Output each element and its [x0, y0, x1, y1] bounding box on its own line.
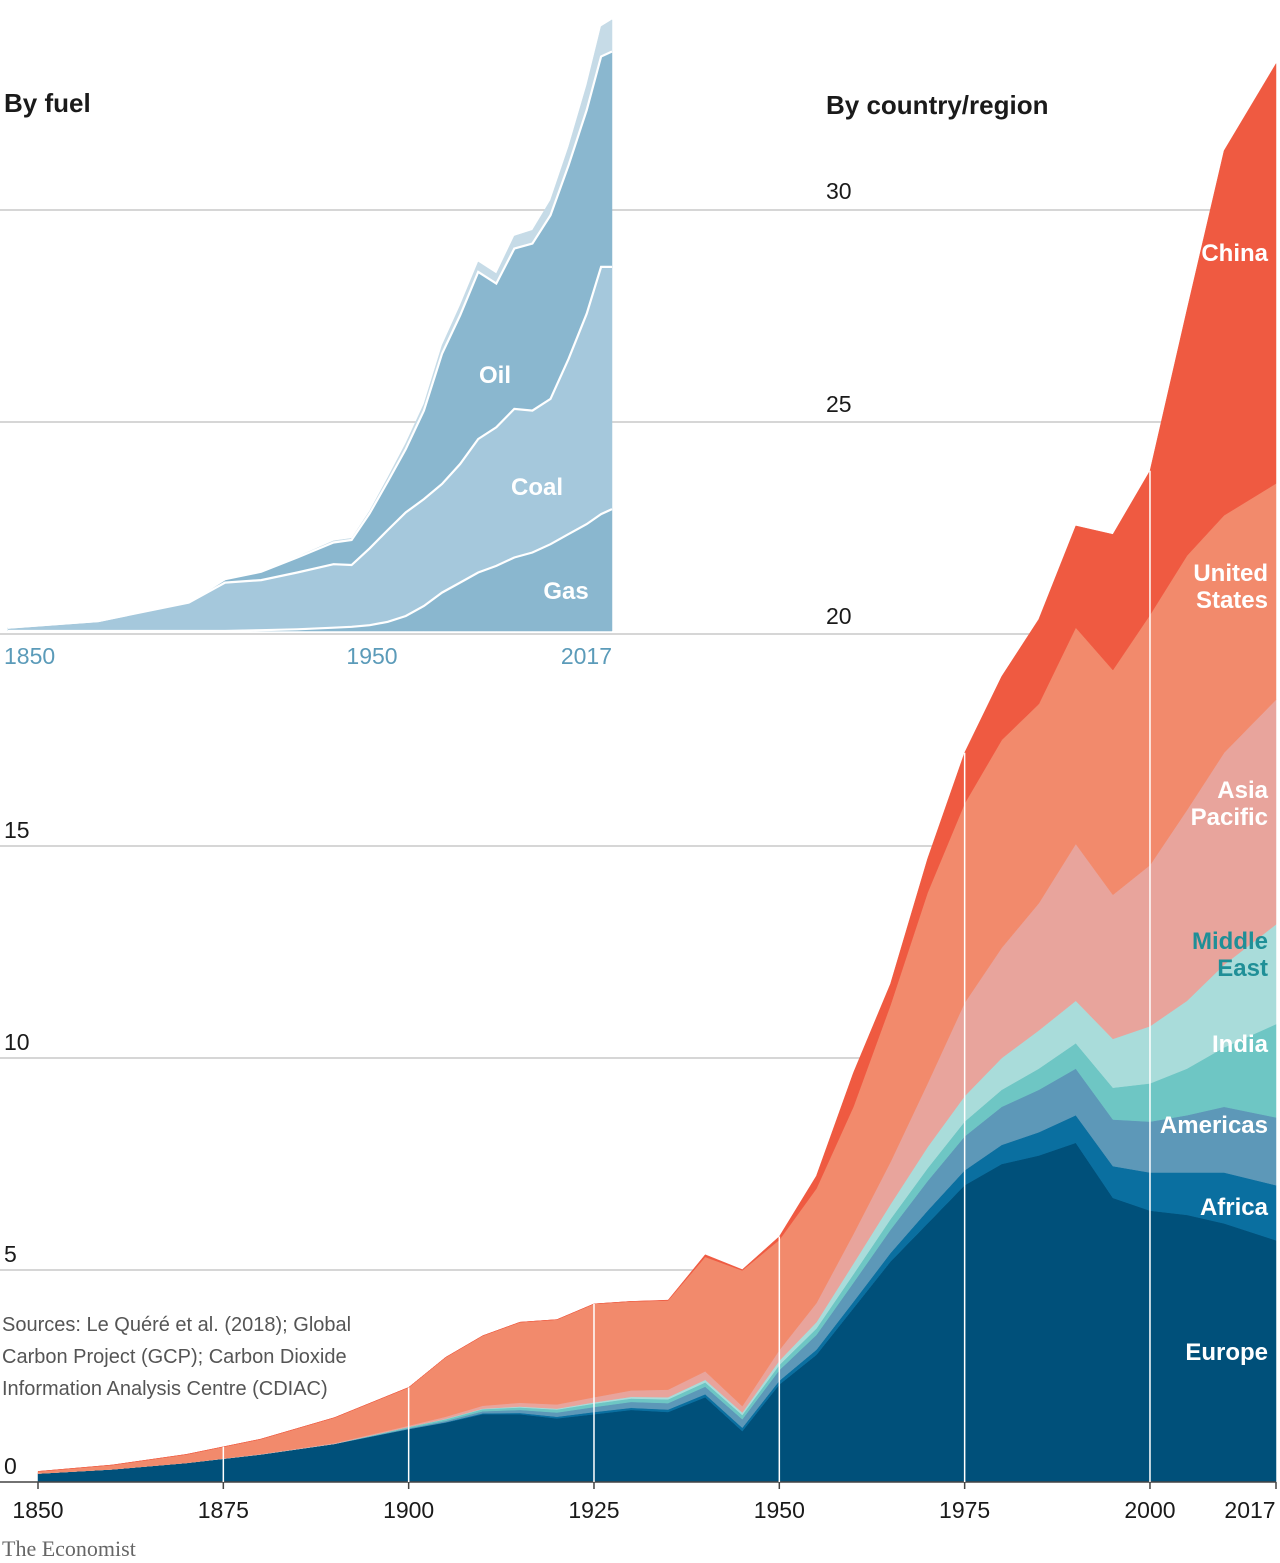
inset-chart-title: By fuel — [4, 88, 91, 118]
y-tick-5: 5 — [4, 1241, 17, 1267]
y-tick-10: 10 — [4, 1029, 30, 1055]
main-x-axis: 1850 1875 1900 1925 1950 1975 2000 2017 — [12, 1482, 1277, 1523]
label-india: India — [1212, 1031, 1269, 1058]
label-africa: Africa — [1200, 1194, 1269, 1221]
main-stacked-areas — [0, 62, 1277, 1483]
inset-stacked-areas — [7, 19, 613, 632]
inset-x-tick-1850: 1850 — [4, 643, 55, 669]
inset-label-coal: Coal — [511, 474, 563, 501]
x-tick-2000: 2000 — [1124, 1497, 1175, 1523]
inset-boundary-gas — [8, 508, 613, 633]
x-tick-1875: 1875 — [198, 1497, 249, 1523]
label-middle-east: Middle East — [1192, 928, 1268, 982]
inset-label-oil: Oil — [479, 362, 511, 389]
y-tick-15: 15 — [4, 817, 30, 843]
main-y-axis: 0 5 10 15 20 25 30 — [4, 178, 852, 1479]
x-tick-1850: 1850 — [12, 1497, 63, 1523]
source-line-1: Sources: Le Quéré et al. (2018); Global — [2, 1314, 351, 1336]
inset-boundary-oil — [7, 50, 613, 629]
inset-x-axis: 1850 1950 2017 — [4, 643, 612, 669]
inset-label-gas: Gas — [543, 578, 588, 605]
main-chart-title: By country/region — [826, 90, 1048, 120]
x-tick-1925: 1925 — [568, 1497, 619, 1523]
y-tick-0: 0 — [4, 1453, 17, 1479]
inset-x-tick-2017: 2017 — [561, 643, 612, 669]
label-united-states: United States — [1193, 560, 1268, 614]
area-china — [37, 62, 1277, 1472]
source-line-2: Carbon Project (GCP); Carbon Dioxide — [2, 1346, 347, 1368]
main-vertical-markers — [222, 470, 1151, 1482]
y-tick-20: 20 — [826, 603, 852, 629]
main-series-labels: Europe Africa Americas India Middle East Asia P… — [1160, 240, 1269, 1366]
label-americas: Americas — [1160, 1112, 1268, 1139]
brand-logo: The Economist — [2, 1536, 136, 1561]
x-tick-2017: 2017 — [1224, 1497, 1275, 1523]
y-tick-30: 30 — [826, 178, 852, 204]
label-europe: Europe — [1185, 1339, 1268, 1366]
inset-boundary-lines — [7, 50, 613, 633]
x-tick-1900: 1900 — [383, 1497, 434, 1523]
source-line-3: Information Analysis Centre (CDIAC) — [2, 1378, 328, 1400]
label-china: China — [1201, 240, 1268, 267]
inset-series-labels: Gas Coal Oil — [479, 362, 589, 605]
x-tick-1950: 1950 — [754, 1497, 805, 1523]
x-tick-1975: 1975 — [939, 1497, 990, 1523]
label-asia-pacific: Asia Pacific — [1191, 777, 1269, 831]
y-tick-25: 25 — [826, 391, 852, 417]
inset-x-tick-1950: 1950 — [346, 643, 397, 669]
inset-boundary-coal — [7, 265, 612, 629]
